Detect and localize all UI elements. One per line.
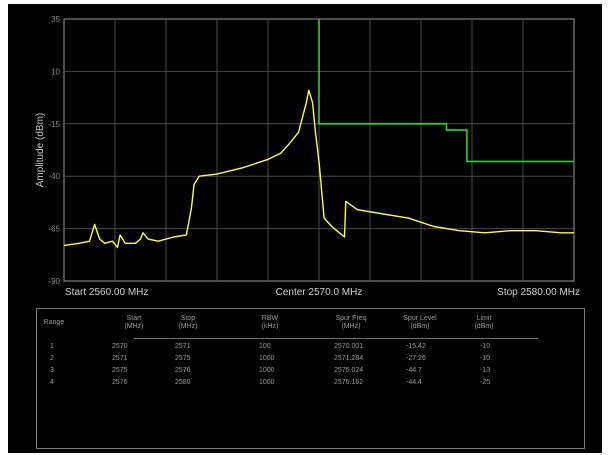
table-cell: 2580 — [175, 379, 191, 386]
table-cell: -10 — [480, 355, 491, 362]
table-header-cell: Spur Level (dBm) — [403, 315, 437, 330]
table-cell: 4 — [50, 379, 54, 386]
series-layer — [63, 19, 574, 249]
y-tick-label: 10 — [51, 67, 60, 76]
table-cell: -10 — [480, 343, 491, 350]
spur-table-panel — [36, 308, 585, 449]
table-cell: 2 — [50, 355, 54, 362]
table-cell: -44.7 — [406, 367, 422, 374]
y-axis-label: Amplitude (dBm) — [35, 113, 46, 187]
x-stop-label: Stop 2580.00 MHz — [497, 287, 580, 298]
table-header-cell: Start (MHz) — [124, 315, 144, 330]
table-cell: 2575 — [112, 367, 128, 374]
table-cell: 2576 — [112, 379, 128, 386]
y-tick-label: 35 — [51, 15, 60, 24]
x-start-label: Start 2560.00 MHz — [65, 287, 148, 298]
x-center-label: Center 2570.0 MHz — [276, 287, 363, 298]
table-cell: 2575 — [175, 355, 191, 362]
table-cell: 2575.024 — [334, 367, 364, 374]
table-cell: -27.26 — [406, 355, 426, 362]
table-cell: 1000 — [259, 355, 275, 362]
y-tick-label: -15 — [48, 120, 60, 129]
table-cell: 2570 — [112, 343, 128, 350]
table-cell: 2576.162 — [334, 379, 364, 386]
y-tick-labels: 35 10 -15 -40 -65 -90 — [48, 15, 60, 286]
table-cell: 1000 — [259, 367, 275, 374]
table-header-cell: RBW (kHz) — [261, 315, 279, 330]
table-header-cell: Limit (dBm) — [474, 315, 494, 330]
y-tick-label: -90 — [48, 277, 60, 286]
table-cell: -15.42 — [406, 343, 426, 350]
y-tick-label: -40 — [48, 172, 60, 181]
table-cell: 1000 — [259, 379, 275, 386]
spectrum-plot: 35 10 -15 -40 -65 -90 Amplitude (dBm) Start 2… — [35, 15, 580, 298]
table-header-rule — [134, 338, 538, 339]
table-cell: 2571 — [175, 343, 191, 350]
table-cell: 1 — [50, 343, 54, 350]
table-cell: 2571 — [112, 355, 128, 362]
table-header-cell: Range — [43, 319, 65, 326]
measured-trace — [63, 89, 574, 249]
table-cell: 2576 — [175, 367, 191, 374]
table-cell: -25 — [480, 379, 491, 386]
table-cell: 3 — [50, 367, 54, 374]
table-cell: 2570.001 — [334, 343, 364, 350]
table-header-cell: Spur Freq (MHz) — [335, 315, 367, 330]
table-cell: 2571.284 — [334, 355, 364, 362]
table-cell: 100 — [259, 343, 271, 350]
spectrum-analyzer-window: 35 10 -15 -40 -65 -90 Amplitude (dBm) Start 2… — [8, 4, 602, 453]
table-cell: -44.4 — [406, 379, 422, 386]
table-cell: -13 — [480, 367, 491, 374]
y-tick-label: -65 — [48, 225, 60, 234]
limit-line — [318, 19, 574, 163]
table-header-cell: Stop (MHz) — [178, 315, 198, 330]
